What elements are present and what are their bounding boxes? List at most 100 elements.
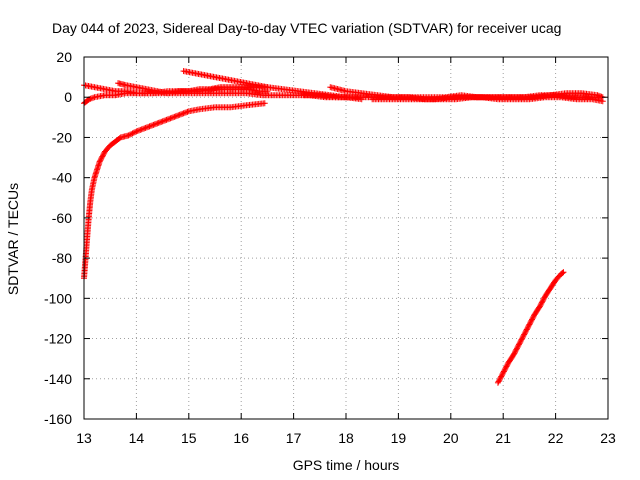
interpolated-markers	[82, 82, 96, 90]
interpolated-markers	[297, 88, 316, 96]
y-tick-label: 20	[56, 49, 72, 65]
chart-title: Day 044 of 2023, Sidereal Day-to-day VTE…	[52, 20, 561, 36]
interpolated-markers	[182, 68, 196, 76]
interpolated-markers	[208, 84, 222, 92]
interpolated-markers	[81, 256, 89, 280]
x-tick-label: 15	[181, 430, 197, 446]
data-point	[594, 92, 601, 99]
data-point	[164, 116, 171, 123]
data-point	[521, 331, 528, 338]
y-axis-label: SDTVAR / TECUs	[5, 183, 21, 295]
interpolated-markers	[213, 74, 227, 82]
interpolated-markers	[559, 94, 578, 103]
interpolated-markers	[85, 200, 94, 220]
interpolated-markers	[548, 278, 558, 291]
x-tick-label: 17	[286, 430, 302, 446]
interpolated-markers	[108, 139, 118, 148]
interpolated-markers	[328, 84, 348, 94]
x-tick-label: 16	[233, 430, 249, 446]
x-tick-label: 14	[129, 430, 145, 446]
series-track-8	[369, 94, 606, 105]
interpolated-markers	[87, 188, 95, 204]
data-point	[154, 120, 161, 127]
interpolated-markers	[360, 90, 379, 99]
interpolated-markers	[145, 86, 159, 94]
interpolated-markers	[192, 70, 207, 78]
interpolated-markers	[176, 108, 191, 118]
interpolated-markers	[495, 371, 506, 385]
interpolated-markers	[511, 342, 522, 357]
data-point	[96, 158, 103, 165]
axis-ticks: 13 14 15 16 17 18 19 20 21 22 23 20 0 -20 -40 -60 -80 -10…	[44, 49, 616, 446]
x-tick-label: 21	[495, 430, 511, 446]
y-tick-label: -140	[44, 371, 72, 387]
interpolated-markers	[166, 112, 181, 122]
interpolated-markers	[229, 90, 248, 97]
data-point	[133, 128, 140, 135]
interpolated-markers	[229, 102, 248, 111]
interpolated-markers	[223, 76, 238, 84]
interpolated-markers	[244, 80, 259, 88]
y-tick-label: -100	[44, 290, 72, 306]
y-tick-label: -20	[52, 129, 72, 145]
y-tick-label: -40	[52, 170, 72, 186]
interpolated-markers	[537, 294, 548, 309]
data-point	[526, 321, 533, 328]
data-point	[560, 269, 567, 276]
interpolated-markers	[97, 149, 108, 164]
interpolated-markers	[255, 82, 269, 90]
y-tick-label: -60	[52, 210, 72, 226]
interpolated-markers	[103, 143, 113, 154]
interpolated-markers	[276, 92, 296, 99]
interpolated-markers	[92, 84, 107, 92]
x-axis-label: GPS time / hours	[293, 457, 400, 473]
interpolated-markers	[124, 88, 138, 96]
interpolated-markers	[92, 92, 107, 100]
series-track-5	[81, 100, 268, 282]
data-point	[143, 124, 150, 131]
interpolated-markers	[166, 88, 180, 96]
series-track-9	[494, 269, 567, 386]
interpolated-markers	[521, 322, 532, 337]
interpolated-markers	[134, 84, 149, 92]
y-tick-label: 0	[64, 89, 72, 105]
interpolated-markers	[89, 176, 98, 192]
interpolated-markers	[87, 94, 97, 102]
x-tick-label: 20	[443, 430, 459, 446]
interpolated-markers	[590, 96, 605, 104]
interpolated-markers	[265, 84, 285, 92]
interpolated-markers	[334, 94, 353, 101]
x-tick-label: 13	[76, 430, 92, 446]
grid	[84, 57, 608, 419]
data-point	[510, 351, 517, 358]
interpolated-markers	[103, 86, 117, 94]
y-tick-label: -160	[44, 411, 72, 427]
data-point	[125, 132, 132, 139]
data-point	[261, 100, 268, 107]
interpolated-markers	[145, 120, 160, 130]
x-tick-label: 22	[548, 430, 564, 446]
data-point	[500, 369, 507, 376]
interpolated-markers	[318, 92, 337, 101]
interpolated-markers	[281, 86, 301, 94]
interpolated-markers	[386, 96, 406, 103]
y-tick-label: -120	[44, 331, 72, 347]
data-point	[494, 379, 501, 386]
data-point	[175, 112, 182, 119]
interpolated-markers	[532, 304, 543, 317]
interpolated-markers	[260, 92, 280, 99]
interpolated-markers	[213, 104, 233, 111]
data-point	[536, 303, 543, 310]
x-tick-label: 18	[338, 430, 354, 446]
interpolated-markers	[527, 312, 537, 327]
interpolated-markers	[402, 96, 421, 103]
data-point	[599, 98, 606, 105]
x-tick-label: 23	[600, 430, 616, 446]
interpolated-markers	[126, 129, 139, 138]
interpolated-markers	[197, 104, 217, 113]
interpolated-markers	[203, 72, 217, 80]
interpolated-markers	[516, 332, 527, 347]
x-tick-label: 19	[391, 430, 407, 446]
interpolated-markers	[134, 124, 149, 134]
